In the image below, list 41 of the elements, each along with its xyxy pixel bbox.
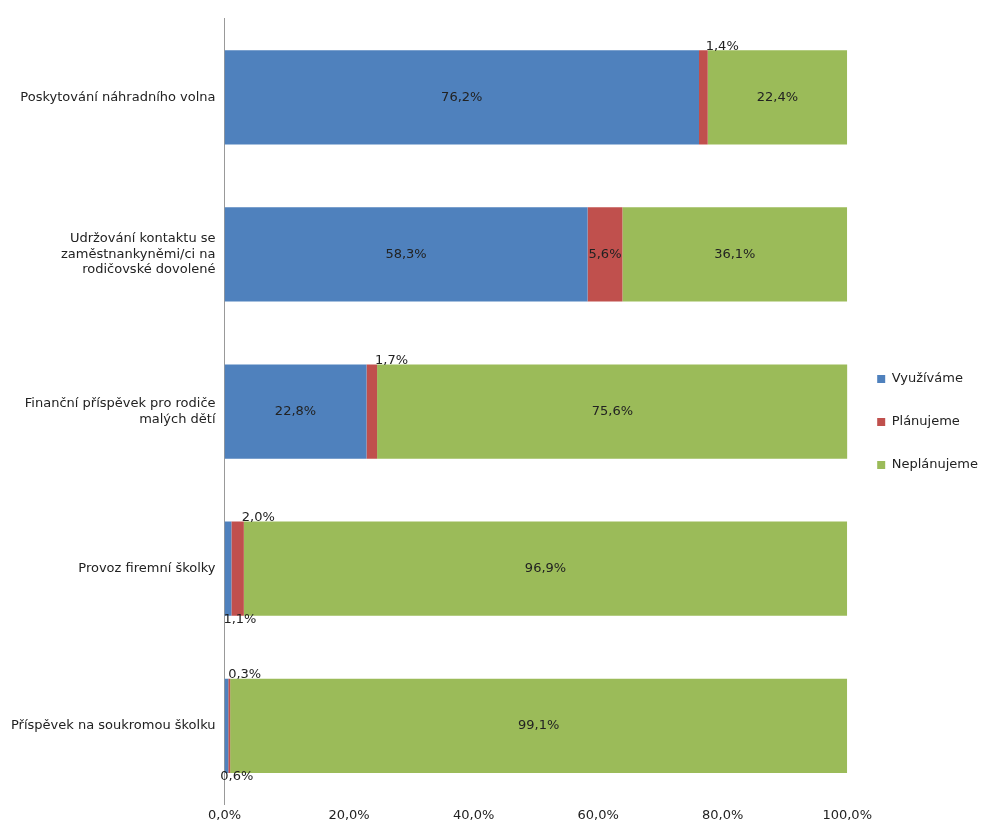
- data-label: 36,1%: [714, 245, 756, 261]
- data-label: 1,4%: [705, 37, 739, 53]
- bar: [224, 207, 588, 302]
- data-label: 76,2%: [441, 88, 483, 104]
- bar: [224, 50, 700, 145]
- bar: [243, 521, 848, 616]
- data-label: 58,3%: [385, 245, 427, 261]
- data-label: 2,0%: [241, 508, 275, 524]
- legend-label: Plánujeme: [891, 413, 960, 429]
- bar: [622, 207, 848, 302]
- data-label: 22,8%: [274, 402, 317, 418]
- x-tick-label: 60,0%: [577, 806, 619, 822]
- y-tick-label: Příspěvek na soukromou školku: [11, 717, 216, 733]
- data-label: 22,4%: [756, 88, 799, 104]
- y-tick-label: Poskytování náhradního volna: [20, 88, 216, 104]
- data-label: 1,1%: [223, 611, 257, 627]
- bar: [377, 364, 848, 459]
- legend-label: Neplánujeme: [891, 456, 979, 472]
- x-tick-label: 80,0%: [702, 806, 744, 822]
- x-tick-label: 20,0%: [328, 806, 370, 822]
- data-label: 0,6%: [220, 768, 254, 784]
- data-label: 75,6%: [591, 402, 634, 418]
- bar: [707, 50, 848, 145]
- data-label: 96,9%: [524, 560, 567, 576]
- bar: [230, 678, 848, 773]
- bar: [366, 364, 378, 459]
- bar: [587, 207, 623, 302]
- x-tick-label: 40,0%: [452, 806, 495, 822]
- data-label: 0,3%: [228, 666, 262, 682]
- x-tick-label: 0,0%: [208, 806, 242, 822]
- y-tick-label: Udržování kontaktu se zaměstnankyněmi/ci na rodičovské dovolené: [61, 230, 216, 277]
- x-tick-label: 100,0%: [822, 806, 872, 822]
- data-label: 5,6%: [588, 245, 622, 261]
- y-tick-label: Finanční příspěvek pro rodiče malých dětí: [24, 395, 216, 426]
- legend-label: Využíváme: [891, 370, 963, 386]
- data-label: 99,1%: [518, 717, 560, 733]
- bar: [699, 50, 708, 145]
- y-tick-label: Provoz firemní školky: [78, 560, 216, 576]
- bar: [231, 521, 244, 616]
- bar: [224, 364, 367, 459]
- data-label: 1,7%: [375, 351, 409, 367]
